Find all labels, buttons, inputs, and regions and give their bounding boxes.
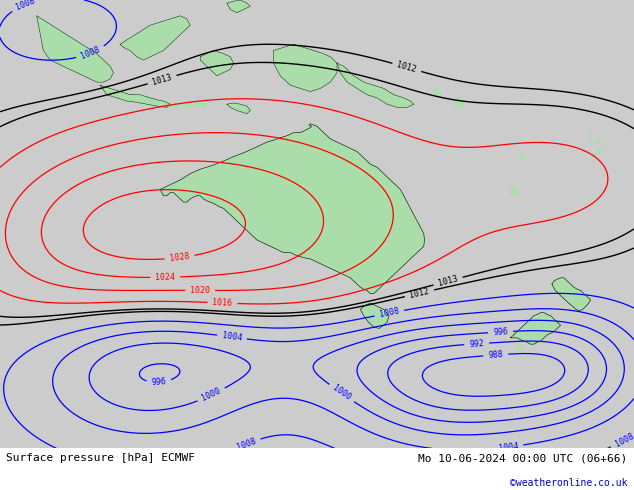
Polygon shape (100, 85, 170, 107)
Text: 996: 996 (493, 327, 508, 337)
Text: 1008: 1008 (235, 436, 257, 452)
Polygon shape (193, 102, 207, 107)
Polygon shape (274, 44, 337, 92)
Polygon shape (552, 278, 591, 311)
Text: 992: 992 (469, 339, 484, 349)
Polygon shape (434, 88, 441, 98)
Polygon shape (37, 16, 113, 82)
Polygon shape (588, 135, 593, 137)
Polygon shape (171, 103, 180, 107)
Text: 1008: 1008 (378, 307, 400, 319)
Text: 1024: 1024 (155, 272, 176, 282)
Text: 1004: 1004 (498, 441, 519, 453)
Text: 1013: 1013 (152, 73, 173, 87)
Polygon shape (516, 346, 522, 349)
Polygon shape (595, 141, 599, 144)
Text: 1028: 1028 (169, 252, 190, 263)
Text: Mo 10-06-2024 00:00 UTC (06+66): Mo 10-06-2024 00:00 UTC (06+66) (418, 453, 628, 463)
Text: 1013: 1013 (437, 274, 459, 288)
Polygon shape (510, 313, 560, 344)
Polygon shape (337, 63, 414, 107)
Text: 1012: 1012 (396, 60, 418, 74)
Polygon shape (227, 103, 250, 114)
Text: 1004: 1004 (221, 331, 242, 343)
Text: 1016: 1016 (212, 298, 233, 308)
Text: 988: 988 (488, 350, 503, 360)
Text: 1008: 1008 (80, 45, 101, 61)
Text: 1008: 1008 (15, 0, 36, 12)
Polygon shape (227, 0, 250, 13)
Polygon shape (200, 50, 233, 76)
Text: ©weatheronline.co.uk: ©weatheronline.co.uk (510, 478, 628, 488)
Text: 1000: 1000 (200, 387, 223, 403)
Polygon shape (454, 98, 464, 107)
Polygon shape (509, 186, 517, 196)
Polygon shape (181, 102, 192, 107)
Polygon shape (160, 124, 424, 294)
Polygon shape (521, 151, 524, 161)
Text: Surface pressure [hPa] ECMWF: Surface pressure [hPa] ECMWF (6, 453, 195, 463)
Text: 1020: 1020 (190, 286, 210, 295)
Text: 1012: 1012 (409, 287, 430, 300)
Text: 1008: 1008 (614, 432, 634, 449)
Text: 1000: 1000 (331, 384, 353, 403)
Text: 996: 996 (151, 377, 167, 387)
Polygon shape (592, 153, 596, 156)
Polygon shape (598, 150, 603, 153)
Polygon shape (360, 303, 389, 328)
Polygon shape (120, 16, 190, 60)
